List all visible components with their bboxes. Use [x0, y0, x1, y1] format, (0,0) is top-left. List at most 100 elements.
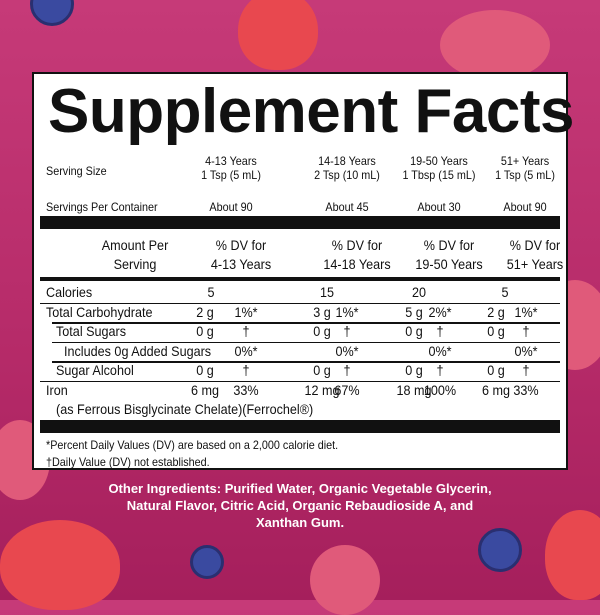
row-amount: 5 — [207, 284, 215, 300]
dv-header-line: 51+ Years — [506, 256, 564, 272]
row-dv: 33% — [233, 382, 259, 398]
dv-header-line: % DV for — [215, 237, 267, 253]
strawberry-illustration — [0, 520, 120, 610]
row-amount: 0 g — [196, 323, 214, 340]
servings-per-container-0: About 90 — [209, 200, 253, 214]
serving-size-value: 1 Tsp (5 mL) — [495, 168, 555, 182]
strawberry-illustration — [238, 0, 318, 70]
dv-header-line: % DV for — [509, 237, 561, 253]
row-amount: 6 mg — [190, 382, 220, 398]
dv-header-line: % DV for — [331, 237, 383, 253]
row-dv: † — [343, 362, 351, 379]
blueberry-illustration — [478, 528, 522, 572]
serving-size-1: 14-18 Years 2 Tsp (10 mL) — [314, 154, 380, 182]
row-dv: † — [436, 323, 444, 340]
age-group: 19-50 Years — [410, 154, 468, 168]
row-divider — [52, 361, 560, 363]
servings-per-container-label: Servings Per Container — [46, 200, 158, 214]
row-dv: 2%* — [428, 303, 452, 320]
row-dv: 0%* — [428, 342, 452, 359]
row-dv: † — [242, 323, 250, 340]
row-divider — [52, 322, 560, 324]
row-amount: 2 g — [487, 303, 505, 320]
serving-size-value: 1 Tsp (5 mL) — [201, 168, 261, 182]
row-amount: 0 g — [196, 362, 214, 379]
row-dv: 1%* — [335, 303, 359, 320]
dv-header-line: 19-50 Years — [415, 256, 483, 272]
row-dv: † — [343, 323, 351, 340]
row-dv: † — [242, 362, 250, 379]
amount-header: Amount Per Serving — [102, 236, 169, 274]
row-label: Iron — [46, 382, 68, 398]
dv-header-line: 4-13 Years — [210, 256, 272, 272]
serving-size-2: 19-50 Years 1 Tbsp (15 mL) — [402, 154, 475, 182]
row-amount: 3 g — [313, 303, 331, 320]
dv-header-0: % DV for 4-13 Years — [211, 236, 271, 274]
supplement-facts-panel: Supplement Facts Serving Size Servings P… — [32, 72, 575, 470]
dv-header-2: % DV for 19-50 Years — [415, 236, 482, 274]
row-amount: 0 g — [313, 362, 331, 379]
row-divider — [40, 302, 560, 304]
row-amount: 5 g — [405, 303, 423, 320]
dv-header-line: 14-18 Years — [323, 256, 391, 272]
row-amount: 0 g — [487, 323, 505, 340]
divider-bar — [40, 277, 560, 281]
row-amount: 5 — [501, 284, 509, 300]
row-amount: 0 g — [487, 362, 505, 379]
row-amount: 15 — [319, 284, 335, 300]
servings-per-container-2: About 30 — [417, 200, 461, 214]
footnote-dv: *Percent Daily Values (DV) are based on … — [46, 438, 339, 452]
serving-size-value: 1 Tbsp (15 mL) — [402, 168, 476, 182]
row-label: Includes 0g Added Sugars — [64, 342, 212, 359]
row-dv: 0%* — [335, 342, 359, 359]
servings-per-container-3: About 90 — [503, 200, 547, 214]
dv-header-3: % DV for 51+ Years — [507, 236, 563, 274]
row-dv: 33% — [513, 382, 539, 398]
ingredients-line: Other Ingredients: Purified Water, Organ… — [108, 481, 492, 496]
age-group: 51+ Years — [500, 154, 550, 168]
row-amount: 12 mg — [304, 382, 340, 398]
blueberry-illustration — [30, 0, 74, 26]
row-dv: 1%* — [514, 303, 538, 320]
row-label: Sugar Alcohol — [56, 362, 134, 379]
row-dv: † — [522, 362, 530, 379]
dv-header-1: % DV for 14-18 Years — [323, 236, 390, 274]
divider-bar — [40, 216, 560, 229]
dv-header-line: % DV for — [423, 237, 475, 253]
row-dv: 1%* — [234, 303, 258, 320]
row-dv: † — [436, 362, 444, 379]
raspberry-illustration — [310, 545, 380, 615]
serving-size-0: 4-13 Years 1 Tsp (5 mL) — [201, 154, 261, 182]
blueberry-illustration — [190, 545, 224, 579]
amount-header-line: Serving — [113, 256, 157, 272]
row-dv: 100% — [423, 382, 457, 398]
row-dv: 0%* — [234, 342, 258, 359]
row-amount: 0 g — [405, 362, 423, 379]
row-dv: † — [522, 323, 530, 340]
row-label: Calories — [46, 284, 93, 300]
serving-size-label: Serving Size — [46, 164, 107, 178]
divider-bar — [40, 420, 560, 433]
footnote-not-established: †Daily Value (DV) not established. — [46, 455, 210, 469]
row-label: Total Carbohydrate — [46, 303, 153, 320]
age-group: 14-18 Years — [318, 154, 376, 168]
strawberry-illustration — [545, 510, 600, 600]
iron-source: (as Ferrous Bisglycinate Chelate)(Ferroc… — [56, 401, 314, 417]
raspberry-illustration — [440, 10, 550, 80]
row-amount: 2 g — [196, 303, 214, 320]
ingredients-line: Xanthan Gum. — [255, 515, 345, 530]
ingredients-line: Natural Flavor, Citric Acid, Organic Reb… — [126, 498, 474, 513]
age-group: 4-13 Years — [205, 154, 257, 168]
amount-header-line: Amount Per — [101, 237, 169, 253]
row-divider — [40, 380, 560, 383]
row-dv: 0%* — [514, 342, 538, 359]
row-amount: 6 mg — [481, 382, 511, 398]
row-dv: 67% — [334, 382, 360, 398]
other-ingredients: Other Ingredients: Purified Water, Organ… — [0, 480, 600, 531]
serving-size-value: 2 Tsp (10 mL) — [314, 168, 380, 182]
row-divider — [52, 341, 560, 344]
row-amount: 20 — [411, 284, 427, 300]
serving-size-3: 51+ Years 1 Tsp (5 mL) — [495, 154, 555, 182]
panel-title: Supplement Facts — [48, 77, 575, 146]
row-amount: 18 mg — [396, 382, 432, 398]
